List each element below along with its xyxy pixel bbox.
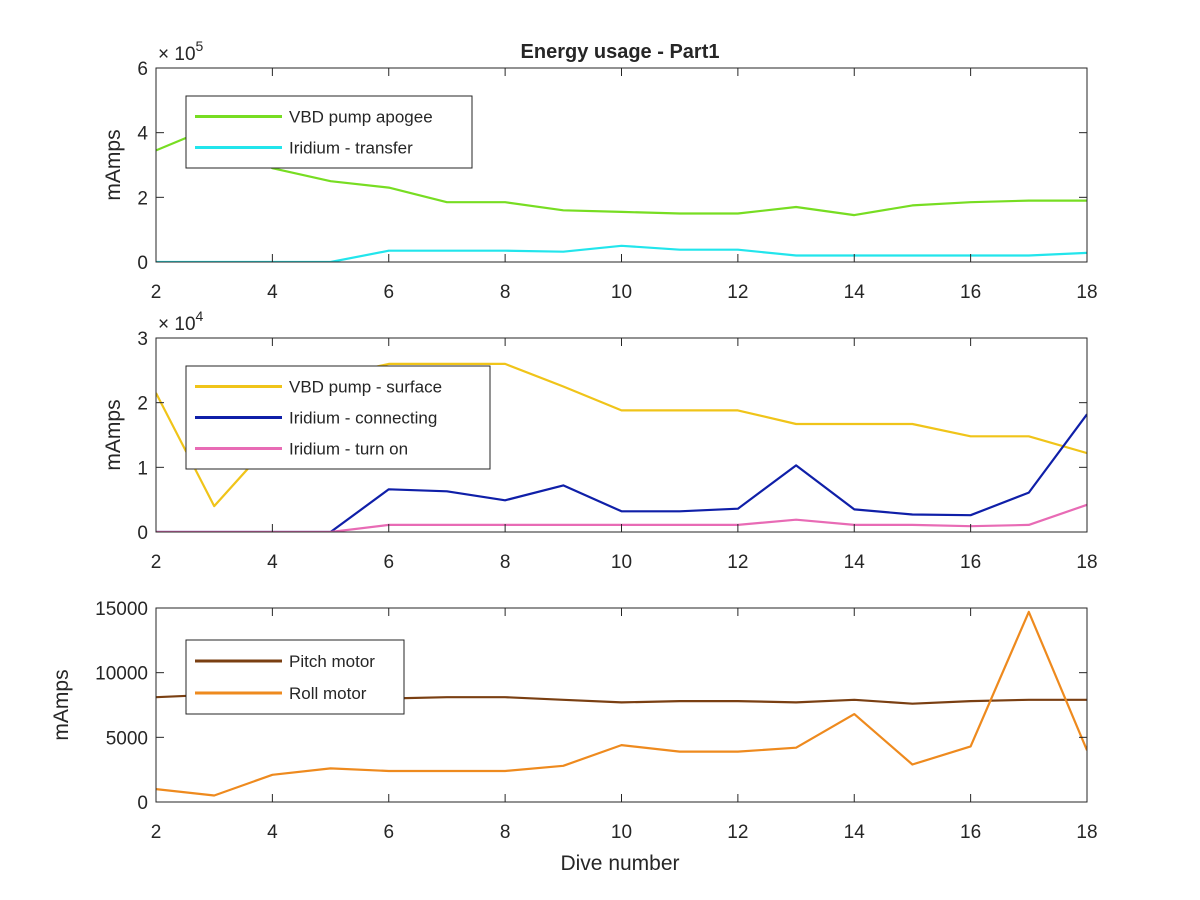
x-tick-label: 12 [727,282,748,303]
y-axis-label: mAmps [102,399,125,470]
y-tick-label: 2 [137,394,148,415]
y-exponent-label: × 105 [158,38,204,65]
x-tick-label: 16 [960,822,981,843]
x-tick-label: 18 [1076,552,1097,573]
series-line-roll-motor [156,610,1087,797]
y-tick-label: 5000 [106,728,148,749]
legend: VBD pump - surface Iridium - connecting Ir… [185,365,491,470]
legend-label-pitch-motor: Pitch motor [289,652,375,671]
y-exponent-label: × 104 [158,308,204,335]
y-tick-label: 1 [137,458,148,479]
y-tick-label: 10000 [95,664,148,685]
series-group [156,125,1087,262]
x-tick-label: 12 [727,822,748,843]
legend-label-iridium-turn-on: Iridium - turn on [289,440,408,459]
y-tick-label: 2 [137,188,148,209]
figure-title: Energy usage - Part1 [521,41,720,63]
x-tick-label: 6 [383,282,394,303]
x-tick-label: 4 [267,282,278,303]
x-tick-label: 10 [611,282,632,303]
y-tick-label: 15000 [95,599,148,620]
legend-label-roll-motor: Roll motor [289,684,367,703]
series-line-vbd-pump-apogee [156,125,1087,217]
x-tick-label: 6 [383,552,394,573]
x-tick-label: 8 [500,822,511,843]
x-tick-label: 10 [611,822,632,843]
x-tick-label: 18 [1076,822,1097,843]
y-tick-label: 4 [137,124,148,145]
legend-label-vbd-pump-apogee: VBD pump apogee [289,108,433,127]
legend-box [185,639,405,715]
x-tick-label: 12 [727,552,748,573]
y-tick-label: 3 [137,329,148,350]
x-tick-label: 10 [611,552,632,573]
x-tick-label: 2 [151,552,162,573]
x-tick-label: 18 [1076,282,1097,303]
y-tick-label: 0 [137,253,148,274]
x-tick-label: 4 [267,822,278,843]
x-tick-label: 4 [267,552,278,573]
y-tick-label: 0 [137,793,148,814]
x-tick-label: 2 [151,822,162,843]
x-tick-label: 8 [500,282,511,303]
x-tick-label: 8 [500,552,511,573]
x-axis-label: Dive number [560,852,679,875]
x-tick-label: 6 [383,822,394,843]
legend: Pitch motor Roll motor [185,639,405,715]
x-tick-label: 16 [960,552,981,573]
legend: VBD pump apogee Iridium - transfer [185,95,473,169]
y-axis-label: mAmps [102,129,125,200]
panel-pitch-roll-motor: 2 4 6 8 10 12 14 16 18 0 5000 10000 15000 mAmps Pitch … [50,599,1098,843]
series-line-iridium-connecting [156,413,1087,532]
legend-label-vbd-pump-surface: VBD pump - surface [289,378,442,397]
x-tick-label: 14 [844,822,866,843]
legend-label-iridium-connecting: Iridium - connecting [289,409,437,428]
x-tick-label: 16 [960,282,981,303]
x-tick-label: 14 [844,552,866,573]
legend-label-iridium-transfer: Iridium - transfer [289,139,413,158]
y-tick-label: 0 [137,523,148,544]
legend-box [185,95,473,169]
x-tick-label: 14 [844,282,866,303]
series-line-iridium-transfer [156,244,1087,262]
x-tick-label: 2 [151,282,162,303]
y-axis-label: mAmps [50,669,73,740]
y-tick-label: 6 [137,59,148,80]
